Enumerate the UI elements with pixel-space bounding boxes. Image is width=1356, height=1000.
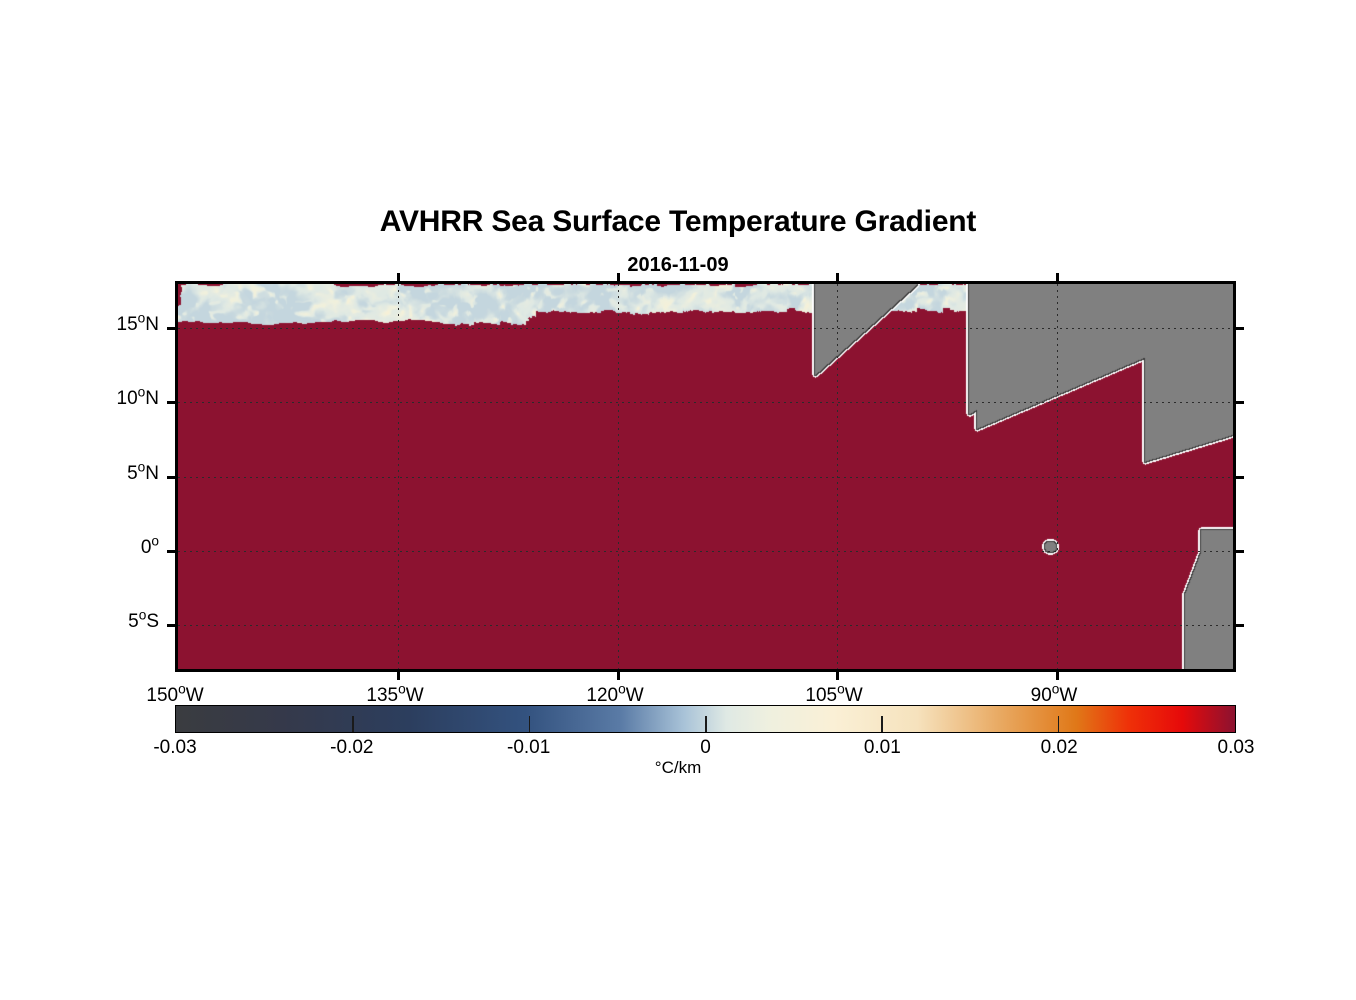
sst-gradient-heatmap xyxy=(178,284,1233,669)
x-axis-label-4: 90oW xyxy=(1030,681,1078,706)
colorbar[interactable] xyxy=(175,705,1236,733)
x-tick-top-3 xyxy=(836,273,839,284)
colorbar-label-1: -0.02 xyxy=(330,737,374,758)
y-tick-right-0 xyxy=(1233,327,1244,330)
x-axis-label-1: 135oW xyxy=(366,681,424,706)
x-axis-label-2: 120oW xyxy=(586,681,644,706)
x-axis-label-0: 150oW xyxy=(146,681,204,706)
colorbar-tick-1 xyxy=(352,716,354,732)
colorbar-tick-3 xyxy=(705,716,707,732)
x-tick-top-2 xyxy=(617,273,620,284)
y-tick-2 xyxy=(167,476,178,479)
y-tick-0 xyxy=(167,327,178,330)
y-tick-4 xyxy=(167,624,178,627)
colorbar-label-0: -0.03 xyxy=(153,737,197,758)
y-tick-right-1 xyxy=(1233,401,1244,404)
y-axis-label-3: 0o xyxy=(140,533,159,558)
x-tick-top-4 xyxy=(1056,273,1059,284)
y-axis-label-2: 5oN xyxy=(127,459,159,484)
x-tick-top-1 xyxy=(397,273,400,284)
colorbar-label-2: -0.01 xyxy=(507,737,551,758)
y-tick-1 xyxy=(167,401,178,404)
colorbar-label-5: 0.02 xyxy=(1040,737,1078,758)
colorbar-tick-4 xyxy=(881,716,883,732)
colorbar-units-label: °C/km xyxy=(654,758,702,777)
x-tick-1 xyxy=(397,669,400,680)
map-axes[interactable] xyxy=(167,273,1244,680)
colorbar-label-6: 0.03 xyxy=(1217,737,1255,758)
colorbar-label-3: 0 xyxy=(700,737,711,758)
y-tick-right-4 xyxy=(1233,624,1244,627)
y-axis-label-0: 15oN xyxy=(116,310,159,335)
y-axis-label-4: 5oS xyxy=(128,607,159,632)
colorbar-tick-5 xyxy=(1057,716,1060,732)
x-axis-label-3: 105oW xyxy=(805,681,863,706)
x-tick-2 xyxy=(617,669,620,680)
y-tick-right-2 xyxy=(1233,476,1244,479)
y-tick-right-3 xyxy=(1233,550,1244,553)
figure-subtitle: 2016-11-09 xyxy=(627,254,729,276)
colorbar-tick-2 xyxy=(528,716,531,732)
y-axis-label-1: 10oN xyxy=(116,384,159,409)
x-tick-3 xyxy=(836,669,839,680)
colorbar-label-4: 0.01 xyxy=(863,737,901,758)
x-tick-4 xyxy=(1056,669,1059,680)
y-tick-3 xyxy=(167,550,178,553)
page-title: AVHRR Sea Surface Temperature Gradient xyxy=(379,205,977,238)
